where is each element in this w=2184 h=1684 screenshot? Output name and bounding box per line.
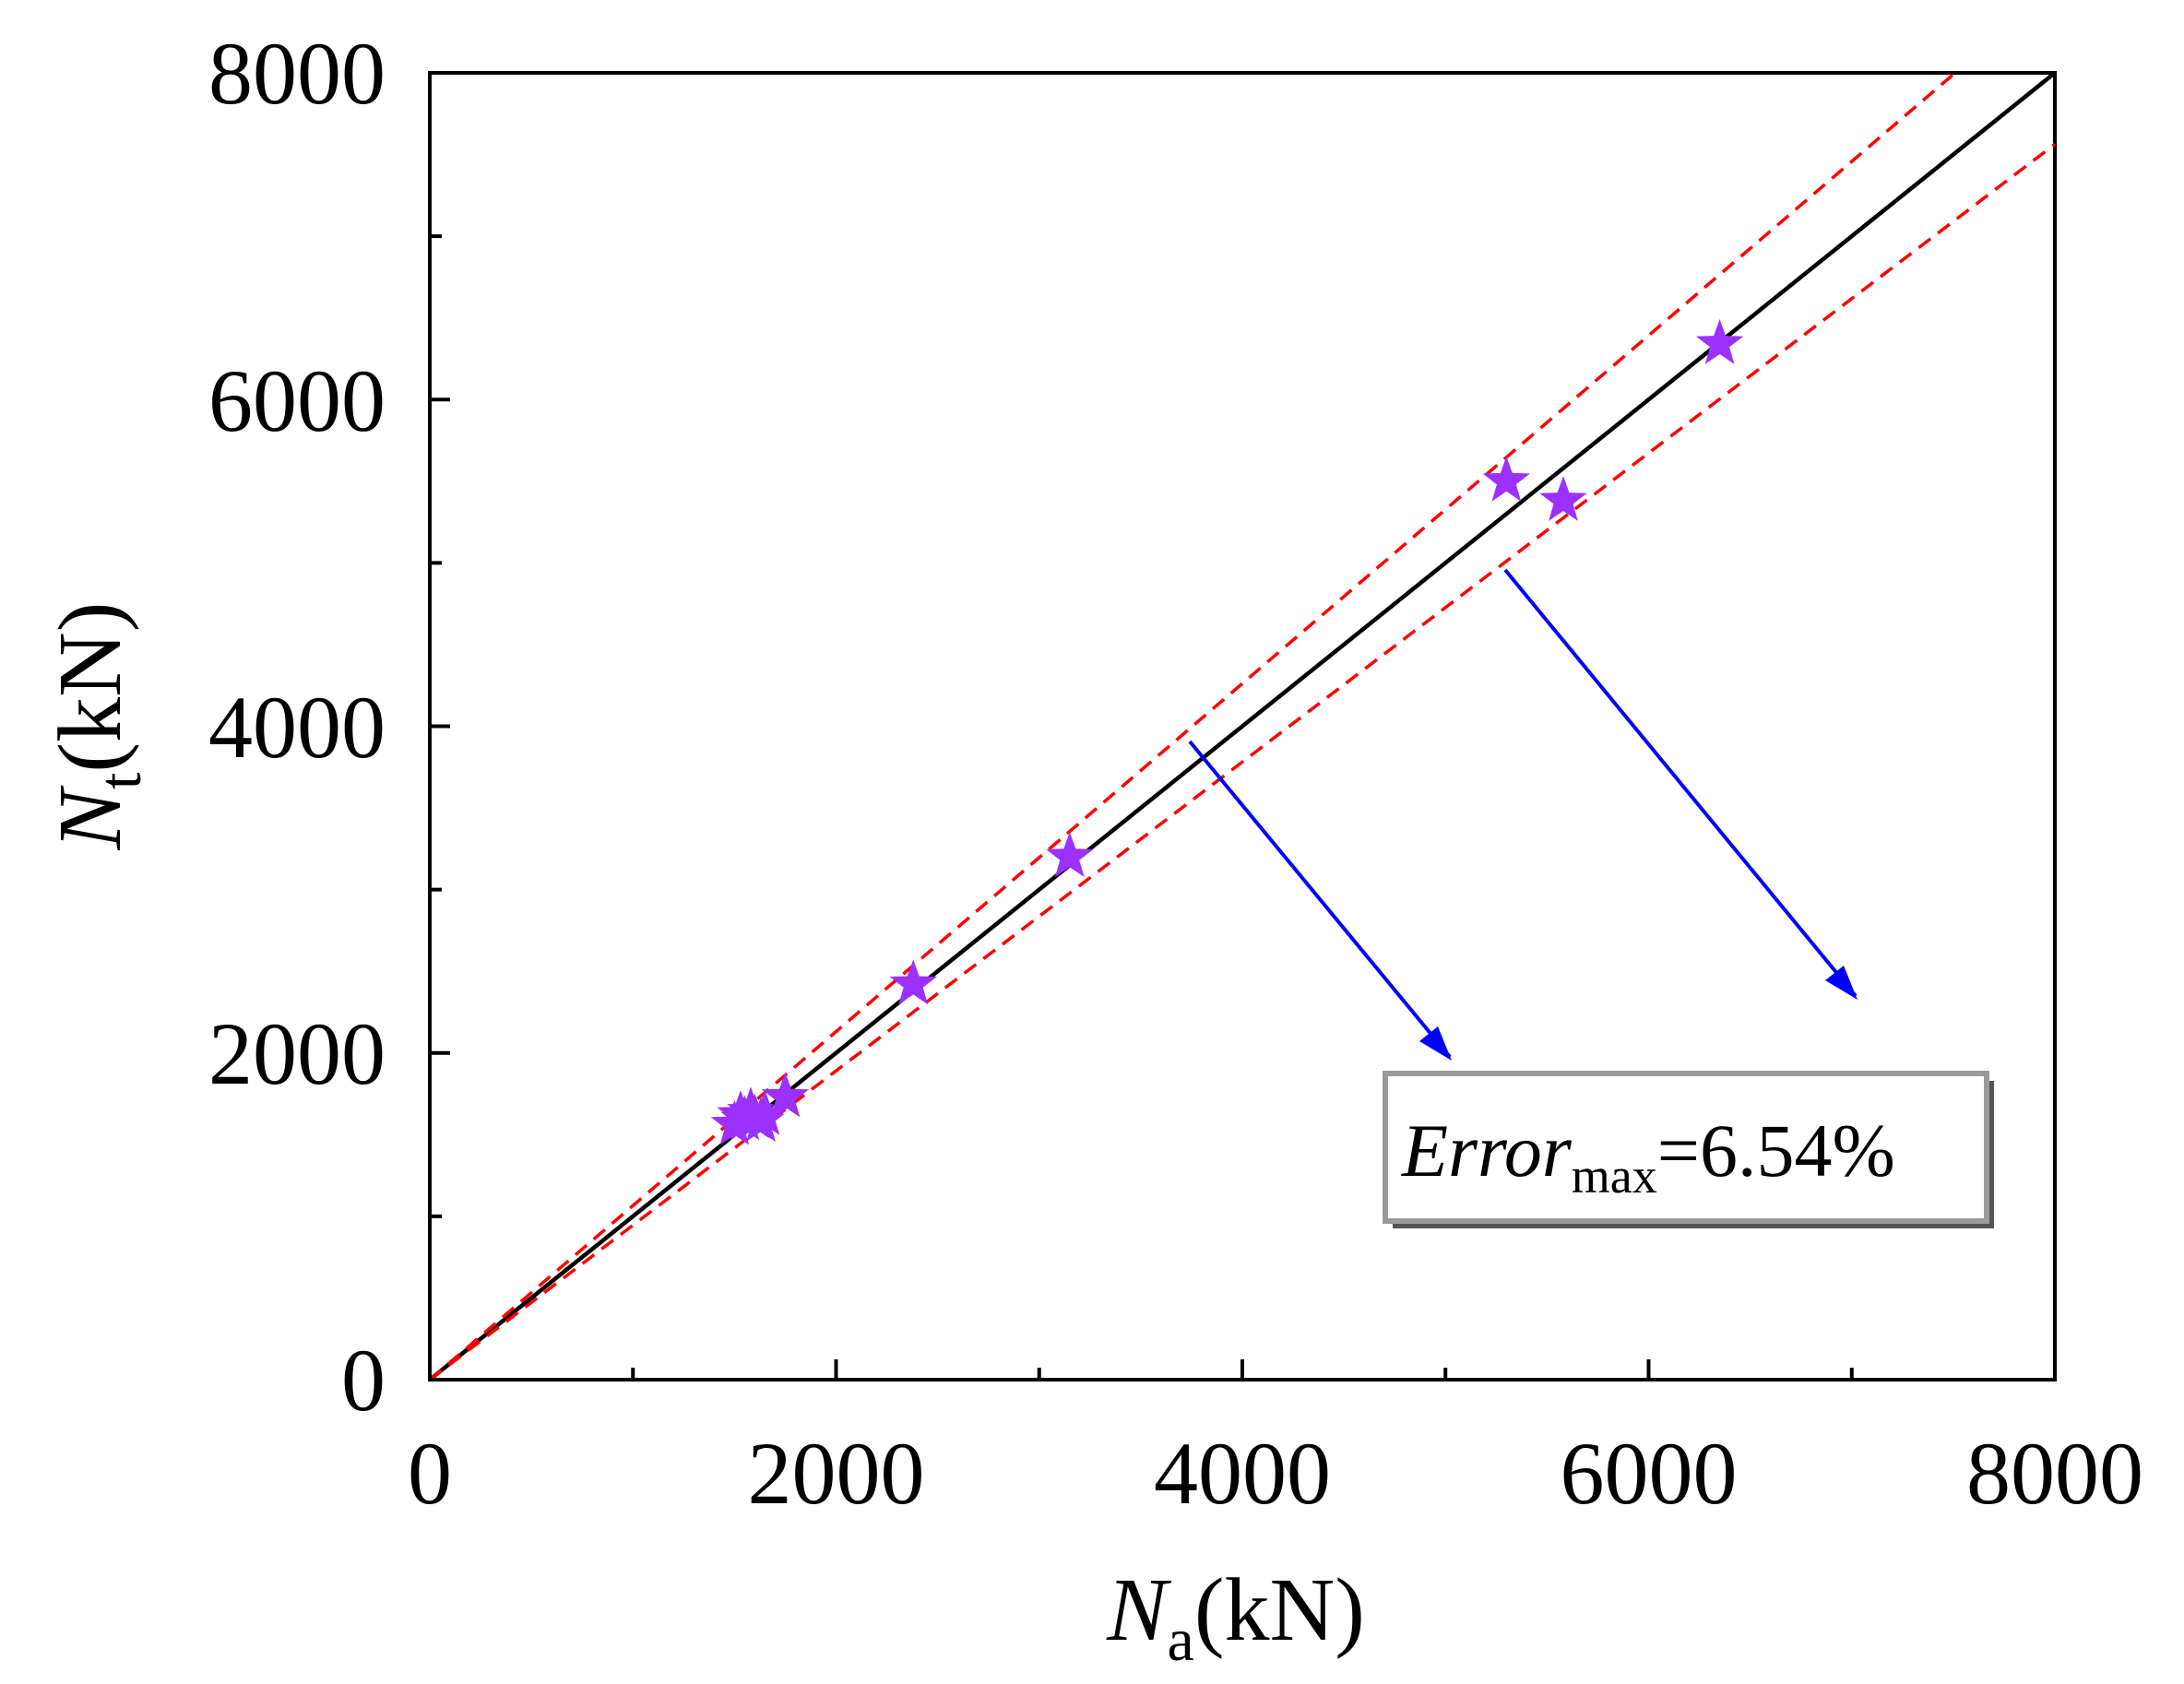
arrow-head [1825, 966, 1858, 1000]
annotation-box [1383, 1071, 1989, 1224]
star-marker [1695, 319, 1744, 364]
x-tick-label: 8000 [1966, 1424, 2143, 1523]
x-axis-label: Na(kN) [1106, 1560, 1365, 1674]
arrow-line [1188, 740, 1452, 1059]
y-axis-ticks [430, 71, 450, 1382]
annotation-text: Errormax=6.54% [1401, 1109, 1895, 1204]
y-tick-label: 6000 [208, 351, 386, 450]
y-tick-label: 8000 [208, 24, 386, 123]
x-tick-label: 0 [408, 1424, 452, 1523]
reference-lines [430, 73, 2055, 1380]
star-marker [761, 1072, 810, 1118]
x-tick-label: 6000 [1561, 1424, 1738, 1523]
error-bound-line [430, 73, 1958, 1380]
x-tick-labels: 0 2000 4000 6000 8000 [408, 1424, 2143, 1523]
y-tick-label: 4000 [208, 678, 386, 777]
x-axis-ticks [428, 1359, 2057, 1380]
x-tick-label: 4000 [1154, 1424, 1331, 1523]
star-marker [889, 959, 937, 1005]
star-marker [1046, 832, 1094, 877]
arrow-head [1419, 1026, 1452, 1061]
x-tick-label: 2000 [748, 1424, 925, 1523]
equality-line [430, 73, 2055, 1380]
error-annotation: Errormax=6.54% [1383, 1071, 1994, 1228]
y-tick-labels: 0 2000 4000 6000 8000 [208, 24, 386, 1429]
y-axis-label: Nt(kN) [41, 602, 154, 851]
data-points [710, 319, 1744, 1145]
star-marker [1482, 456, 1530, 502]
annotation-arrows [1188, 568, 1858, 1061]
star-marker [1539, 476, 1587, 521]
error-bound-line [430, 142, 2055, 1380]
y-tick-label: 2000 [208, 1004, 386, 1103]
star-marker [741, 1090, 789, 1135]
y-tick-label: 0 [341, 1331, 386, 1429]
arrow-line [1503, 568, 1858, 998]
